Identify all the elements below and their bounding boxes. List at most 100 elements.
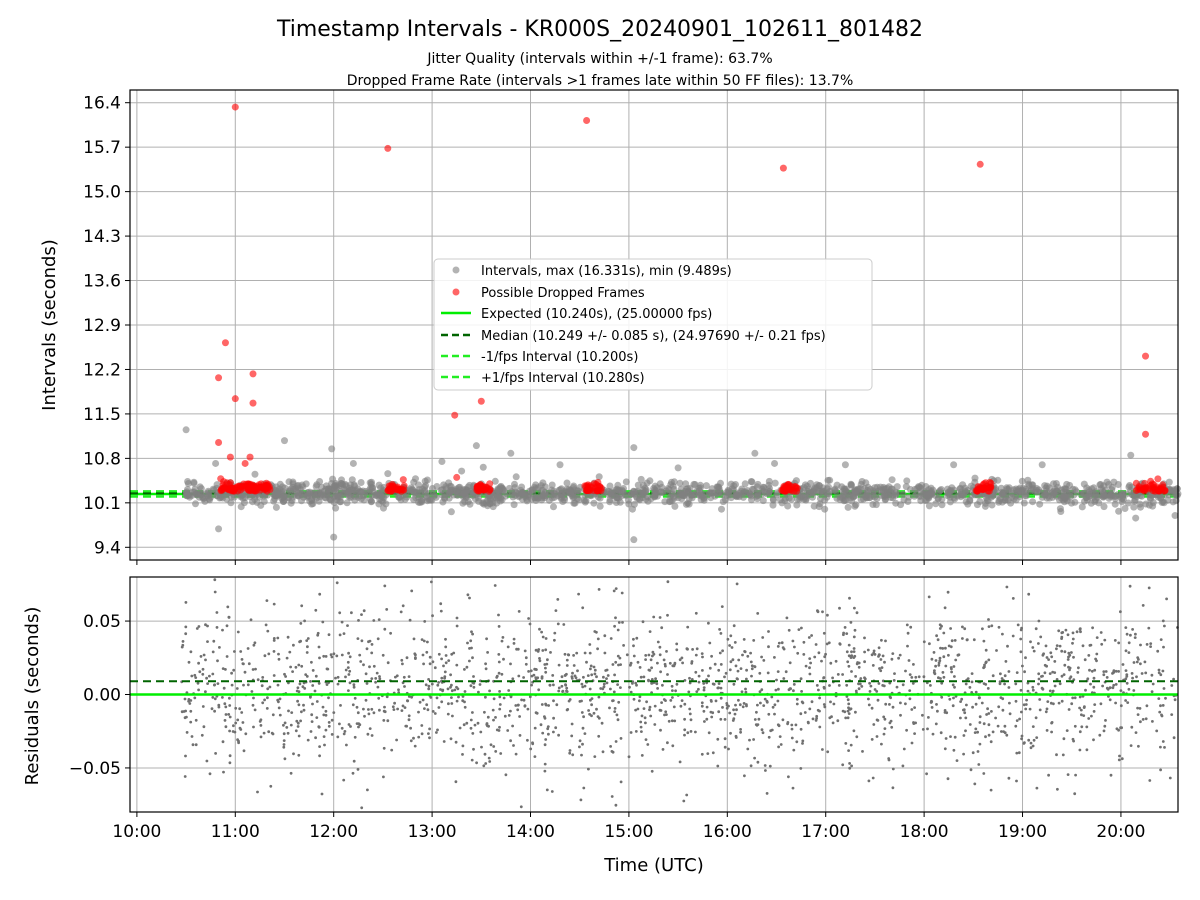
residual-point [428,655,432,659]
residual-point [234,721,238,725]
residual-point [1032,649,1036,653]
residual-point [688,676,691,680]
interval-point [359,487,367,495]
residual-point [629,690,633,694]
dropped-frame-point [473,483,481,491]
residual-point [845,632,849,635]
residual-point [671,744,675,748]
residual-point [557,663,561,667]
residual-point [891,767,895,771]
residual-point [277,652,280,656]
residual-point [465,721,469,725]
residual-point [296,699,299,703]
residual-point [895,685,899,689]
residual-point [777,724,781,728]
residual-point [739,667,743,670]
residual-point [501,636,505,639]
residual-point [690,678,694,681]
residual-point [552,699,555,703]
interval-point [661,498,669,506]
residual-point [1067,708,1071,711]
residual-point [554,726,558,730]
residual-point [383,584,387,588]
residual-point [491,708,495,712]
residual-point [651,650,655,654]
residual-point [848,766,852,770]
residual-point [201,705,205,708]
residual-point [461,695,465,698]
residual-point [297,703,301,707]
residual-point [503,714,507,718]
residual-point [348,669,352,673]
residual-point [442,664,445,668]
dropped-frame-point [221,339,229,347]
residual-point [1159,745,1162,749]
residual-point [1151,720,1154,723]
residual-point [329,653,333,657]
residual-point [213,590,217,594]
residual-point [206,640,209,643]
residual-point [847,664,851,668]
residual-point [426,708,430,712]
residual-point [883,727,887,730]
residual-point [439,602,443,606]
residual-point [705,705,709,709]
residual-point [236,718,240,722]
residual-point [997,625,1001,629]
residual-point [349,725,352,728]
interval-point [771,459,779,467]
residual-point [719,686,723,690]
residual-point [769,729,773,733]
interval-point [377,484,385,492]
residual-point [360,613,363,616]
residual-point [745,677,748,681]
residual-point [917,675,921,679]
residual-point [818,725,822,729]
residual-point [374,677,378,680]
residual-point [748,738,751,742]
residuals-y-tick-label: 0.00 [83,686,121,706]
residual-point [378,675,381,678]
residual-point [422,639,426,643]
intervals-y-tick-label: 10.1 [83,494,121,514]
residual-point [463,668,466,671]
residual-point [800,690,803,693]
residual-point [238,707,242,711]
residual-point [1060,649,1064,653]
residual-point [1131,628,1134,631]
residual-point [465,665,469,669]
residual-point [566,653,570,657]
residual-point [202,653,206,657]
residual-point [764,769,767,772]
residual-point [710,654,713,658]
residual-point [306,637,310,640]
x-axis-label: Time (UTC) [603,855,704,876]
dropped-frame-point [583,116,591,124]
residual-point [800,626,803,630]
residual-point [1099,631,1103,634]
residual-point [723,675,726,679]
residual-point [881,679,885,683]
residual-point [412,637,416,641]
residual-point [414,657,417,660]
residual-point [989,788,993,792]
interval-point [659,489,667,497]
residual-point [534,676,538,679]
residual-point [420,724,424,727]
residual-point [904,669,907,673]
residual-point [1031,688,1035,692]
residual-point [1071,696,1075,700]
interval-point [596,502,604,510]
residual-point [787,628,791,632]
interval-point [1056,505,1064,513]
residual-point [463,700,466,704]
residual-point [754,723,758,726]
residual-point [1100,642,1104,646]
residual-point [530,683,533,687]
residual-point [336,735,340,739]
residual-point [617,663,620,667]
residual-point [1127,687,1131,691]
residual-point [469,718,473,722]
residual-point [471,711,474,714]
residual-point [997,705,1001,709]
